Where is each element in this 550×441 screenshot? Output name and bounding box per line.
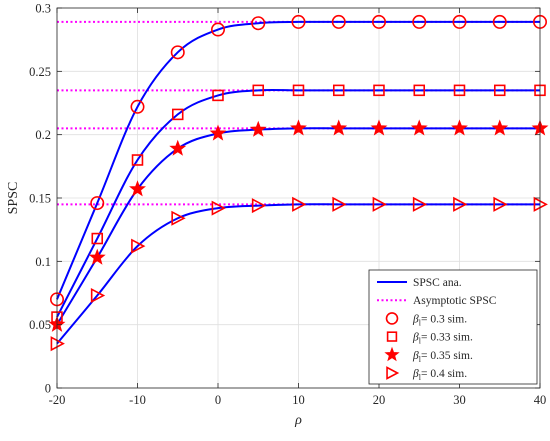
legend-label: βl= 0.4 sim.	[412, 368, 467, 382]
legend-label: Asymptotic SPSC	[413, 295, 497, 307]
legend-beta-value: = 0.35 sim.	[421, 350, 473, 362]
legend-entry-triangle-right: βl= 0.4 sim.	[386, 366, 467, 382]
sim-marker-square	[332, 84, 345, 97]
legend-marker-star	[384, 346, 400, 362]
legend-label: βl= 0.33 sim.	[412, 332, 473, 346]
sim-marker-triangle-right	[211, 200, 226, 216]
x-tick-label: 20	[373, 393, 386, 407]
sim-marker-square	[292, 84, 305, 97]
simulation-markers	[48, 14, 549, 352]
sim-marker-triangle-right	[131, 238, 146, 254]
y-tick-label: 0	[45, 382, 51, 396]
analytic-curve-0	[56, 20, 540, 300]
x-axis-label: ρ	[294, 413, 302, 428]
x-tick-label: -20	[49, 393, 66, 407]
sim-marker-square	[91, 232, 104, 245]
sim-marker-square	[373, 84, 385, 97]
legend-entry-square: βl= 0.33 sim.	[386, 331, 473, 346]
legend-entry-analytic: SPSC ana.	[377, 277, 462, 289]
sim-marker-triangle-right	[493, 196, 508, 212]
y-tick-label: 0.3	[35, 2, 51, 16]
legend-entry-circle: βl= 0.3 sim.	[385, 312, 467, 327]
legend-beta-subscript: l	[419, 355, 422, 364]
sim-marker-star	[330, 119, 348, 136]
sim-marker-star	[451, 119, 468, 136]
sim-marker-circle	[251, 16, 266, 31]
axis-ticks: -20 -10 0 10 20 30 40 0 0.05 0.1 0.15 0.2 0.25 0.3	[29, 2, 546, 408]
sim-marker-square	[212, 89, 224, 102]
sim-marker-square	[493, 84, 506, 97]
legend-beta-symbol: β	[412, 332, 419, 344]
sim-marker-square	[252, 84, 265, 97]
sim-marker-triangle-right	[332, 196, 347, 212]
sim-marker-star	[410, 119, 428, 136]
sim-marker-circle	[412, 14, 427, 29]
sim-marker-star	[249, 120, 267, 137]
x-tick-label: -10	[129, 393, 146, 407]
sim-marker-star	[88, 248, 106, 265]
sim-marker-triangle-right	[372, 196, 387, 212]
y-tick-label: 0.25	[29, 65, 51, 79]
sim-marker-circle	[331, 14, 346, 29]
sim-marker-circle	[492, 14, 507, 29]
sim-marker-star	[129, 180, 146, 197]
x-tick-label: 0	[215, 393, 221, 407]
x-tick-label: 10	[292, 393, 305, 407]
sim-marker-square	[413, 84, 426, 97]
legend-beta-subscript: l	[419, 337, 422, 346]
sim-marker-star	[209, 124, 227, 141]
sim-marker-circle	[90, 196, 105, 211]
sim-marker-star	[169, 139, 187, 156]
legend-beta-subscript: l	[419, 318, 422, 327]
sim-marker-triangle-right	[292, 196, 307, 212]
legend-entry-star: βl= 0.35 sim.	[384, 346, 473, 364]
sim-marker-circle	[452, 14, 467, 29]
legend-beta-symbol: β	[412, 368, 419, 380]
x-tick-label: 40	[534, 393, 547, 407]
y-tick-label: 0.2	[35, 128, 51, 142]
legend-marker-circle	[385, 312, 399, 325]
sim-marker-square	[453, 84, 466, 97]
sim-marker-square	[131, 154, 144, 166]
sim-marker-triangle-right	[453, 196, 468, 212]
legend-beta-value: = 0.33 sim.	[421, 332, 473, 344]
legend-beta-symbol: β	[412, 313, 419, 325]
analytic-curve-3	[56, 203, 540, 345]
sim-marker-triangle-right	[412, 196, 428, 212]
legend-beta-value: = 0.4 sim.	[421, 368, 467, 380]
sim-marker-triangle-right	[171, 210, 186, 226]
y-tick-label: 0.15	[29, 192, 51, 206]
legend-beta-value: = 0.3 sim.	[421, 313, 467, 325]
sim-marker-square	[171, 108, 184, 121]
legend-entry-asymptotic: Asymptotic SPSC	[377, 295, 497, 307]
sim-marker-star	[290, 119, 307, 136]
sim-marker-triangle-right	[90, 288, 106, 304]
sim-marker-circle	[211, 22, 226, 37]
sim-marker-circle	[291, 14, 306, 29]
sim-marker-circle	[170, 45, 185, 60]
sim-marker-circle	[130, 99, 145, 114]
sim-marker-triangle-right	[251, 198, 267, 214]
legend-beta-subscript: l	[419, 373, 422, 382]
legend-label: βl= 0.35 sim.	[412, 350, 473, 364]
y-tick-label: 0.05	[29, 318, 51, 332]
legend-label: SPSC ana.	[413, 277, 462, 289]
x-tick-label: 30	[453, 393, 466, 407]
sim-marker-circle	[371, 14, 386, 29]
legend-marker-triangle-right	[386, 366, 400, 380]
sim-marker-star	[491, 119, 509, 136]
legend-box	[368, 269, 538, 385]
legend-beta-symbol: β	[412, 350, 419, 362]
legend-marker-square	[386, 331, 398, 342]
sim-marker-star	[370, 119, 388, 136]
legend-label: βl= 0.3 sim.	[412, 313, 467, 327]
y-tick-label: 0.1	[35, 255, 51, 269]
y-axis-label: SPSC	[6, 182, 21, 215]
